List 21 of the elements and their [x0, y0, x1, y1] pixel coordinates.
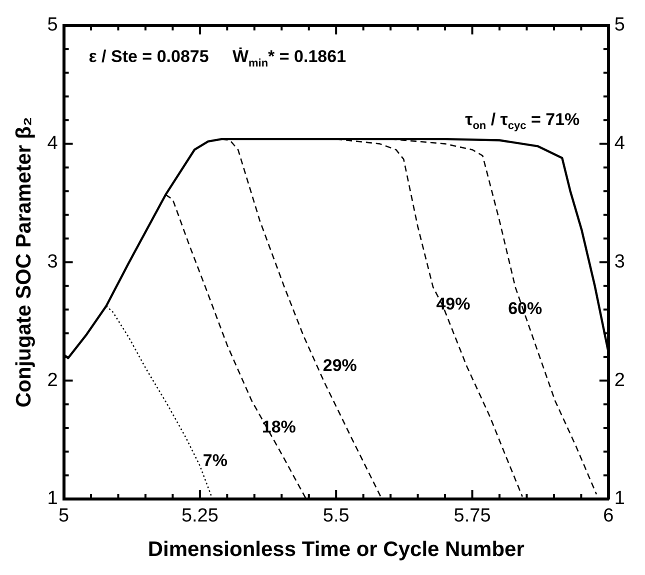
y2-tick-label: 2 — [614, 370, 626, 391]
y2-tick-label: 4 — [614, 133, 626, 154]
y-axis-title: Conjugate SOC Parameter β₂ — [12, 116, 36, 408]
x-tick-label: 5.5 — [322, 506, 350, 527]
x-tick-label: 6 — [603, 506, 614, 527]
series-label: 7% — [202, 450, 228, 470]
x-tick-label: 5.25 — [181, 506, 218, 527]
y2-tick-label: 3 — [614, 251, 626, 272]
y2-tick-label: 1 — [614, 488, 626, 510]
y-tick-label: 1 — [47, 488, 58, 510]
y-tick-label: 3 — [47, 251, 58, 272]
y-tick-label: 5 — [47, 14, 58, 36]
y-tick-label: 2 — [47, 370, 58, 391]
y-tick-label: 4 — [47, 133, 58, 154]
x-tick-label: 5.75 — [454, 506, 491, 527]
series-label: 29% — [322, 356, 357, 376]
series-label: 18% — [262, 418, 296, 437]
x-axis-title: Dimensionless Time or Cycle Number — [148, 538, 524, 562]
y2-tick-label: 5 — [614, 14, 626, 36]
series-label: 60% — [508, 299, 542, 318]
series-label: 49% — [436, 294, 470, 314]
